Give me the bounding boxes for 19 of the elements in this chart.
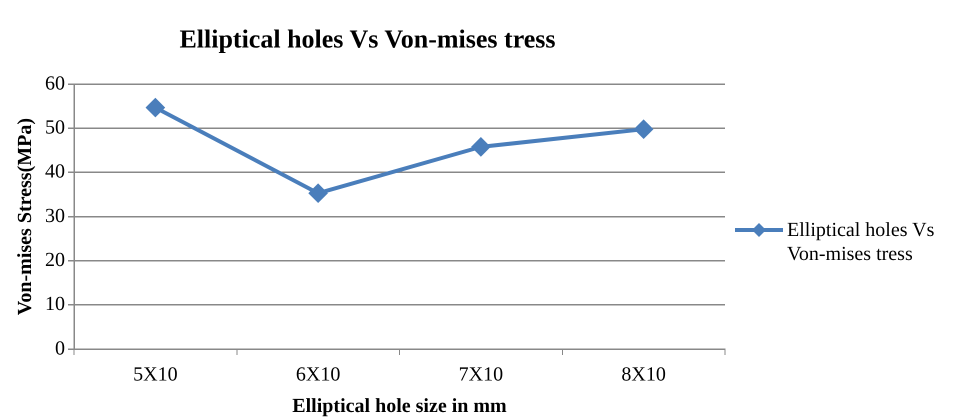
point: [634, 120, 653, 138]
y-tick-label: 10: [45, 293, 65, 316]
point: [472, 138, 490, 156]
chart-title: Elliptical holes Vs Von-mises tress: [179, 24, 556, 54]
x-tick-label: 6X10: [296, 363, 340, 386]
y-tick-label: 40: [45, 160, 65, 183]
x-tick-label: 5X10: [133, 363, 178, 386]
y-tick-label: 50: [45, 116, 65, 139]
y-tick-label: 20: [45, 248, 65, 271]
y-tick-label: 30: [45, 204, 65, 227]
y-tick-label: 0: [55, 337, 65, 360]
point: [146, 98, 164, 117]
y-tick-label: 60: [45, 72, 65, 94]
legend-label: Elliptical holes Vs Von-mises tress: [787, 218, 936, 266]
x-tick-label: 8X10: [621, 363, 666, 386]
x-tick-label: 7X10: [458, 363, 504, 386]
point: [309, 184, 328, 202]
y-axis-title: Von-mises Stress(MPa): [14, 118, 36, 316]
x-axis-title: Elliptical hole size in mm: [292, 395, 508, 418]
